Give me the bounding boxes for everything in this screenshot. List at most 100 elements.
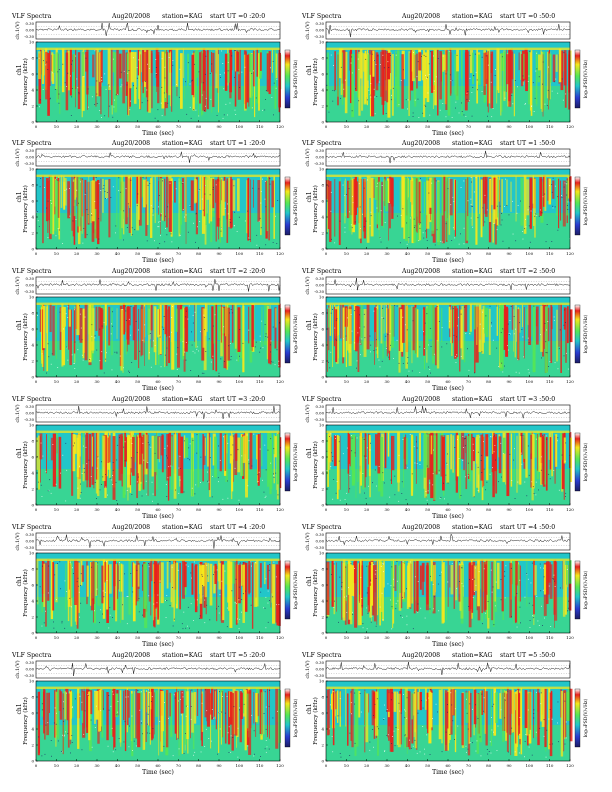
spectrogram-speckle	[203, 372, 205, 374]
spectrogram-streak	[215, 303, 218, 372]
spectrogram-speckle	[530, 582, 532, 584]
spectrogram-streak	[335, 691, 338, 710]
spectrogram-speckle	[148, 68, 150, 69]
spectrogram-speckle	[446, 463, 448, 465]
spectrogram-streak	[154, 692, 155, 735]
spectrogram-base	[326, 169, 570, 249]
colorbar-label: log₁₀PSD(V/√Hz)	[582, 699, 589, 738]
spectrogram-speckle	[156, 74, 158, 76]
spectrogram-streak	[225, 303, 227, 337]
spectrogram-speckle	[400, 80, 402, 81]
spectrogram-speckle	[251, 714, 253, 716]
spectrogram-streak	[55, 308, 57, 351]
spectrogram-speckle	[224, 361, 225, 362]
spectrogram-speckle	[417, 581, 419, 583]
spectrogram-streak	[178, 181, 180, 204]
spectrogram-streak	[100, 178, 102, 222]
time-tick-label: 70	[176, 507, 182, 512]
spectrogram-speckle	[526, 495, 528, 497]
time-tick-label: 120	[566, 635, 574, 640]
spectrogram-speckle	[150, 446, 152, 448]
spectrogram-streak	[458, 565, 461, 602]
spectrogram-speckle	[476, 740, 478, 742]
spectrogram-streak	[447, 559, 449, 607]
spectrogram-speckle	[529, 627, 531, 628]
spectrogram-streak	[64, 307, 66, 327]
spectrogram-streak	[456, 435, 460, 477]
spectrogram-streak	[46, 692, 50, 736]
spectrogram-speckle	[72, 706, 73, 708]
spectrogram-speckle	[242, 562, 244, 564]
spectrogram-speckle	[178, 492, 180, 494]
spectrogram-speckle	[195, 212, 197, 214]
spectrogram-streak	[222, 564, 225, 621]
spectrogram-speckle	[105, 88, 107, 90]
spectrogram-streak	[481, 559, 483, 614]
freq-tick-label: 6	[321, 582, 324, 587]
spectrogram-speckle	[405, 324, 406, 326]
spectrogram-speckle	[406, 588, 407, 590]
spectrogram-speckle	[220, 230, 222, 232]
spectrogram-speckle	[199, 189, 201, 191]
spectrogram-speckle	[472, 443, 474, 445]
spectrogram-speckle	[565, 322, 566, 323]
spectrogram-speckle	[163, 745, 165, 747]
spectrogram-speckle	[45, 724, 47, 726]
spectrogram-speckle	[83, 471, 85, 473]
spectrogram-speckle	[165, 215, 166, 217]
spectrogram-streak	[264, 561, 266, 585]
time-tick-label: 10	[344, 251, 350, 256]
spectrogram-speckle	[548, 473, 550, 475]
spectrogram-streak	[247, 178, 250, 241]
spectrogram-speckle	[148, 352, 150, 354]
spectrogram-streak	[206, 176, 209, 200]
spectrogram-speckle	[94, 610, 95, 612]
spectrogram-speckle	[409, 739, 410, 741]
spectrogram-speckle	[230, 309, 232, 310]
spectrogram-streak	[216, 565, 218, 622]
time-tick-label: 60	[445, 763, 451, 768]
spectrogram-streak	[99, 562, 101, 607]
ch1-tick-label: 0.30	[316, 532, 325, 537]
time-tick-label: 50	[425, 251, 431, 256]
spectrogram-streak	[227, 53, 231, 83]
spectrogram-streak	[455, 434, 458, 481]
time-tick-label: 120	[566, 251, 574, 256]
spectrogram-streak	[452, 306, 454, 344]
spectrogram-speckle	[332, 309, 333, 310]
spectrogram-streak	[517, 693, 520, 726]
spectrogram-speckle	[366, 592, 368, 594]
time-tick-label: 80	[196, 635, 202, 640]
spectrogram-speckle	[123, 367, 124, 369]
spectrogram-speckle	[87, 106, 89, 108]
spectrogram-streak	[552, 180, 555, 199]
spectrogram-top-band	[36, 681, 280, 687]
spectrogram-streak	[211, 52, 215, 108]
spectrogram-streak	[327, 308, 328, 372]
spectrogram-speckle	[265, 90, 267, 91]
spectrogram-speckle	[380, 565, 382, 567]
spectrogram-streak	[355, 687, 359, 747]
ch1-waveform	[325, 277, 571, 291]
spectrogram-streak	[326, 52, 330, 111]
spectrogram-speckle	[473, 191, 475, 193]
spectrogram-streak	[433, 432, 436, 472]
spectrogram-speckle	[507, 349, 509, 351]
spectrogram-streak	[372, 50, 375, 77]
spectrogram-speckle	[238, 586, 240, 588]
time-tick-label: 30	[94, 507, 100, 512]
spectrogram-streak	[562, 180, 566, 227]
spectrogram-speckle	[331, 736, 333, 737]
spectrogram-speckle	[436, 229, 438, 231]
spectrogram-speckle	[119, 355, 121, 357]
spectrogram-streak	[428, 433, 432, 480]
spectrogram-speckle	[339, 698, 341, 700]
spectrogram-speckle	[416, 752, 418, 754]
spectrogram-speckle	[409, 217, 411, 219]
spectrogram-streak	[345, 306, 347, 341]
spectrogram-speckle	[204, 689, 206, 691]
spectrogram-streak	[49, 303, 52, 333]
spectrogram-speckle	[493, 451, 495, 453]
spectrogram-heatmap	[36, 425, 282, 505]
spectrogram-streak	[426, 49, 430, 103]
